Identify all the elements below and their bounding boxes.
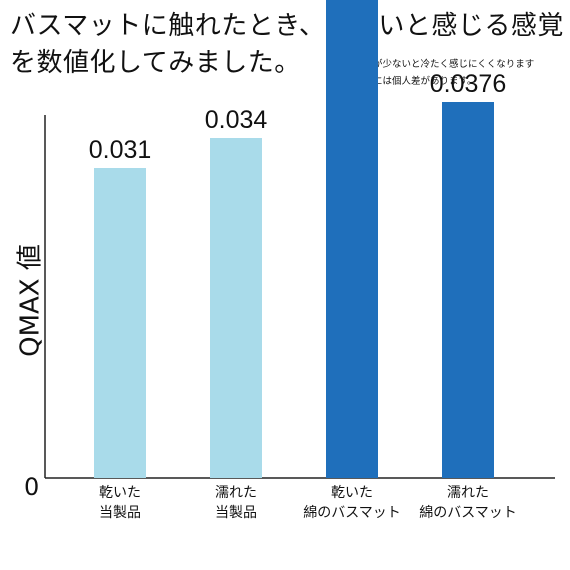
note-coldness: ※数値が少ないと冷たく感じにくくなります <box>346 59 535 70</box>
bar-value-label-4: 0.0376 <box>430 70 506 98</box>
note-individual-difference: ※効果には個人差があります。 <box>346 76 477 87</box>
bar-2 <box>210 138 262 478</box>
x-tick-label-3-line-1: 乾いた <box>331 485 373 501</box>
x-tick-label-3-line-2: 綿のバスマット <box>303 505 401 521</box>
x-tick-label-4-line-1: 濡れた <box>447 485 489 501</box>
x-tick-label-1-line-2: 当製品 <box>99 505 141 521</box>
y-axis-zero-label: 0 <box>24 473 40 501</box>
bar-3 <box>326 0 378 478</box>
x-tick-label-2-line-2: 当製品 <box>215 505 257 521</box>
bar-value-label-2: 0.034 <box>205 106 268 134</box>
x-tick-label-4-line-2: 綿のバスマット <box>419 505 517 521</box>
chart-title-line-1: バスマットに触れたとき、冷たいと感じる感覚 <box>10 11 564 41</box>
bar-value-label-1: 0.031 <box>89 136 152 164</box>
x-tick-label-1-line-1: 乾いた <box>99 485 141 501</box>
x-tick-label-2-line-1: 濡れた <box>215 485 257 501</box>
bar-4 <box>442 102 494 478</box>
bar-1 <box>94 168 146 478</box>
chart-title-line-2: を数値化してみました。 <box>10 48 301 78</box>
